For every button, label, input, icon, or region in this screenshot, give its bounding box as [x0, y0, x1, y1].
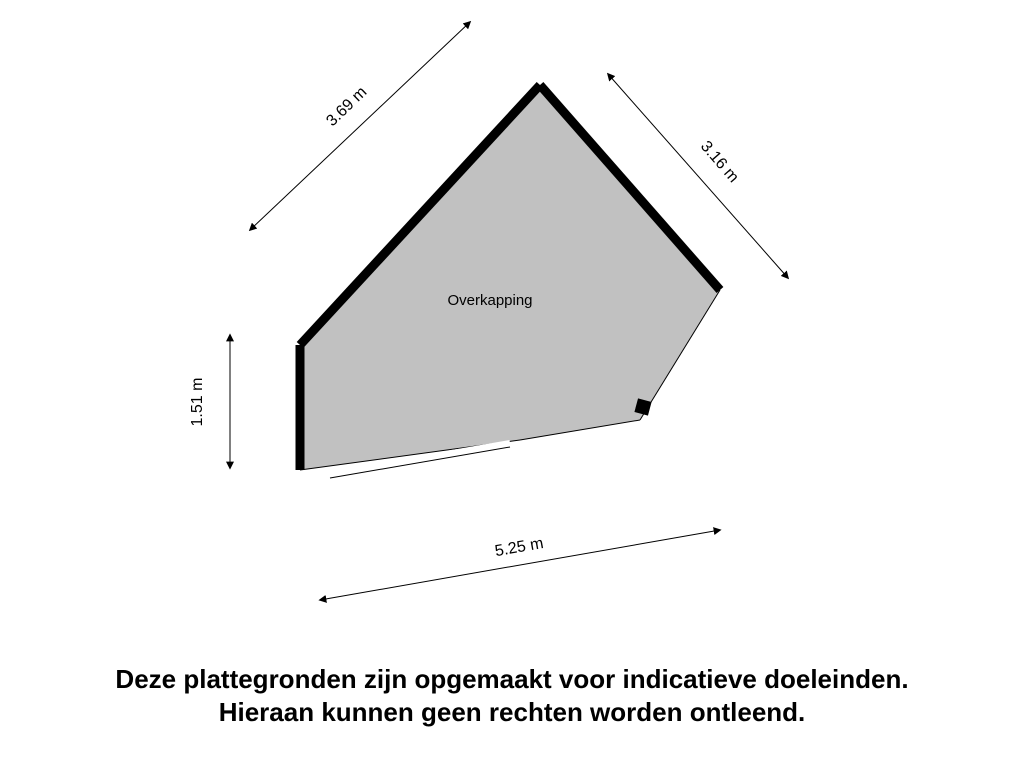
- dimension-label-1: 3.16 m: [697, 138, 742, 186]
- dimension-label-2: 1.51 m: [189, 378, 206, 427]
- disclaimer-caption: Deze plattegronden zijn opgemaakt voor i…: [0, 663, 1024, 728]
- caption-line-2: Hieraan kunnen geen rechten worden ontle…: [0, 696, 1024, 729]
- dimension-label-3: 5.25 m: [494, 535, 545, 560]
- room-label: Overkapping: [447, 292, 532, 309]
- floorplan-svg: Overkapping 3.69 m3.16 m1.51 m5.25 m: [0, 0, 1024, 640]
- caption-line-1: Deze plattegronden zijn opgemaakt voor i…: [0, 663, 1024, 696]
